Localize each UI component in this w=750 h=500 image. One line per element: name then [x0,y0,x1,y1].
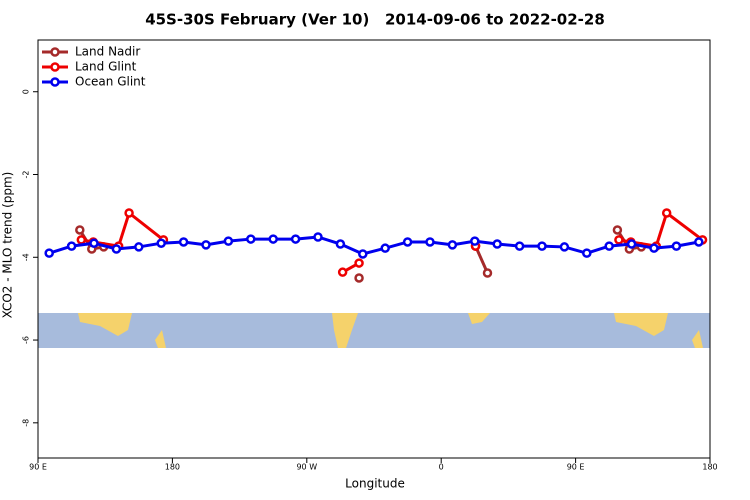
point [612,225,623,235]
x-tick-label: 90 E [29,463,47,472]
point [514,241,525,251]
point [626,239,637,249]
x-tick-label: 180 [702,463,717,472]
point [380,243,390,253]
x-tick-label: 0 [439,463,444,472]
point [354,258,364,268]
point [44,248,54,258]
point [358,249,368,259]
point [537,241,547,251]
point [76,235,87,245]
y-tick-label: -6 [22,336,31,344]
y-tick-label: -2 [22,171,31,179]
point [75,225,85,235]
point [402,237,413,247]
legend-label: Land Glint [75,60,137,74]
point [694,237,704,247]
chart-title: 45S-30S February (Ver 10) 2014-09-06 to … [145,11,605,29]
series-line [48,235,700,256]
x-axis-label: Longitude [345,477,405,491]
legend-label: Land Nadir [75,45,140,59]
plot-frame [37,39,711,459]
y-tick-label: 0 [22,89,31,94]
point [661,208,672,218]
point [201,240,211,250]
x-tick-label: 180 [165,463,180,472]
y-axis-label: XCO2 - MLO trend (ppm) [1,172,15,319]
map-strip [38,313,710,348]
legend-label: Ocean Glint [75,75,146,89]
point [111,244,122,254]
point [134,242,144,252]
x-tick-label: 90 E [567,463,585,472]
point [124,208,134,218]
point [447,240,458,250]
point [156,238,166,248]
y-tick-label: -4 [22,253,31,261]
point [223,236,234,246]
point [604,241,614,251]
legend-marker [50,47,60,57]
point [313,232,323,242]
legend-marker [50,77,60,87]
point [354,273,364,283]
legend-marker [50,62,60,72]
point [178,237,189,247]
point [492,239,502,249]
point [649,243,659,253]
point [246,234,256,244]
point [582,248,592,258]
point [66,241,77,251]
point [482,268,493,278]
point [335,239,346,249]
point [337,267,348,277]
point [671,241,682,251]
point [559,242,570,252]
x-tick-label: 90 W [296,463,317,472]
y-tick-label: -8 [22,419,31,427]
point [470,236,480,246]
point [89,238,99,248]
point [425,237,435,247]
point [614,235,624,245]
point [290,234,301,244]
point [268,234,278,244]
